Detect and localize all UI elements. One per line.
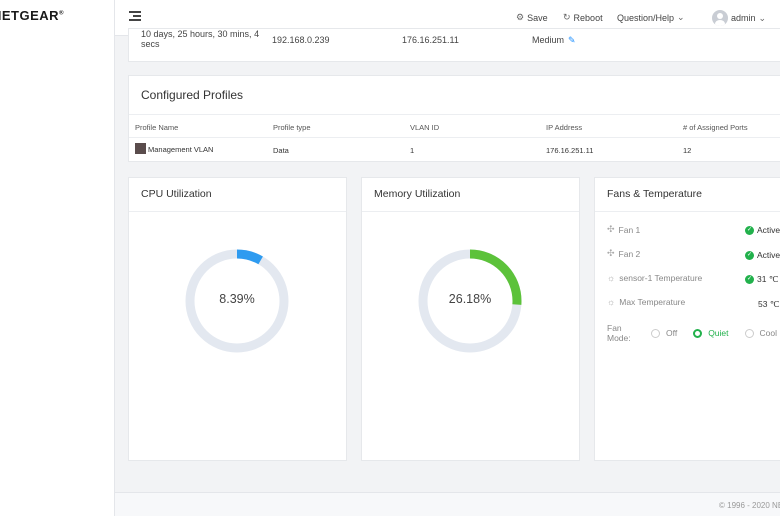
memory-utilization-card: Memory Utilization 26.18%: [361, 177, 580, 461]
cpu-title: CPU Utilization: [141, 188, 212, 200]
fan-mode-off[interactable]: Off: [651, 328, 677, 338]
max-temp-status-text: 53 ℃: [758, 299, 780, 309]
table-row[interactable]: Management VLAN Data 1 176.16.251.11 12: [129, 138, 780, 162]
radio-icon: [651, 328, 660, 338]
reboot-label: Reboot: [573, 12, 603, 23]
max-temp-status: 53 ℃: [758, 299, 779, 310]
avatar: [712, 10, 728, 26]
level-text: Medium: [532, 35, 565, 45]
col-ip-address: IP Address: [546, 123, 583, 132]
col-assigned-ports: # of Assigned Ports: [683, 123, 748, 132]
help-dropdown[interactable]: Question/Help ⌄: [617, 12, 685, 23]
fan-1-row: ✣ Fan 1: [607, 224, 640, 235]
fan-2-row: ✣ Fan 2: [607, 248, 640, 259]
fan-mode-label: Fan Mode:: [607, 323, 631, 343]
col-profile-type: Profile type: [273, 123, 311, 132]
level-value: Medium ✎: [532, 35, 576, 46]
memory-donut-chart: [418, 249, 522, 353]
copyright-text: © 1996 - 2020 NETGEAR: [719, 501, 780, 510]
user-menu[interactable]: admin ⌄: [712, 10, 766, 26]
fan-mode-quiet-label: Quiet: [708, 328, 729, 338]
fan-2-status: ✓ Active: [745, 250, 780, 260]
col-profile-name: Profile Name: [135, 123, 179, 132]
fans-temperature-card: Fans & Temperature ✣ Fan 1 ✓ Active ✣ Fa…: [594, 177, 780, 461]
ip-address-cell: 176.16.251.11: [546, 146, 594, 155]
netgear-logo[interactable]: NETGEAR®: [0, 8, 64, 23]
max-temp-row: ☼ Max Temperature: [607, 297, 685, 307]
configured-profiles-card: Configured Profiles Profile Name Profile…: [128, 75, 780, 162]
fan-2-status-text: Active: [757, 250, 780, 260]
cpu-donut-chart: [185, 249, 289, 353]
reboot-icon: ↻: [563, 12, 571, 22]
memory-ring-value: [418, 249, 522, 353]
vlan-id-cell: 1: [410, 146, 415, 155]
fan-mode-group: Fan Mode: Off Quiet Cool: [607, 323, 780, 343]
radio-selected-icon: [693, 328, 703, 338]
uptime-value: 10 days, 25 hours, 30 mins, 4 secs: [141, 29, 260, 49]
reboot-button[interactable]: ↻ Reboot: [563, 12, 603, 23]
fan-2-label: Fan 2: [618, 248, 641, 259]
fan-1-label: Fan 1: [618, 224, 641, 235]
user-label: admin: [731, 13, 756, 23]
cpu-utilization-card: CPU Utilization 8.39%: [128, 177, 347, 461]
profile-color-swatch: [135, 143, 146, 155]
fan-mode-cool-label: Cool: [759, 328, 777, 338]
menu-toggle-icon[interactable]: [129, 11, 141, 23]
fan-mode-off-label: Off: [666, 328, 678, 338]
divider: [362, 211, 579, 212]
divider: [595, 211, 780, 212]
help-label: Question/Help: [617, 12, 675, 23]
fan-1-status-text: Active: [757, 225, 780, 235]
fan-mode-cool[interactable]: Cool: [744, 328, 777, 338]
profile-type-cell: Data: [273, 146, 289, 155]
ip-value: 192.168.0.239: [272, 35, 330, 45]
profiles-title: Configured Profiles: [141, 88, 244, 102]
fan-mode-quiet[interactable]: Quiet: [693, 328, 729, 338]
radio-icon: [744, 328, 754, 338]
assigned-ports-cell: 12: [683, 146, 692, 155]
max-temp-label: Max Temperature: [619, 297, 686, 307]
footer: © 1996 - 2020 NETGEAR: [115, 492, 780, 516]
sun-icon: ☼: [607, 273, 616, 283]
divider: [129, 211, 346, 212]
profile-name: Management VLAN: [148, 145, 214, 154]
check-circle-icon: ✓: [745, 250, 754, 260]
fan-icon: ✣: [607, 248, 615, 258]
gear-icon: ⚙: [516, 12, 525, 22]
chevron-down-icon: ⌄: [758, 12, 767, 23]
save-button[interactable]: ⚙ Save: [516, 12, 548, 23]
memory-title: Memory Utilization: [374, 188, 461, 200]
sensor-1-status-text: 31 ℃: [757, 274, 779, 284]
cpu-value-label: 8.39%: [219, 292, 255, 306]
sensor-1-label: sensor-1 Temperature: [619, 273, 703, 283]
check-circle-icon: ✓: [745, 225, 754, 235]
sidebar: NETGEAR®: [0, 0, 115, 516]
sensor-1-status: ✓ 31 ℃: [745, 274, 778, 285]
profile-name-cell: Management VLAN: [135, 143, 214, 155]
cpu-ring-value: [185, 249, 289, 353]
edit-icon[interactable]: ✎: [568, 35, 576, 45]
ip-value-2: 176.16.251.11: [402, 35, 459, 45]
sensor-1-row: ☼ sensor-1 Temperature: [607, 273, 702, 283]
check-circle-icon: ✓: [745, 275, 754, 284]
memory-value-label: 26.18%: [448, 292, 492, 306]
device-info-card: 10 days, 25 hours, 30 mins, 4 secs 192.1…: [128, 28, 780, 62]
table-header: Profile Name Profile type VLAN ID IP Add…: [129, 114, 780, 138]
sun-icon: ☼: [607, 297, 616, 307]
fan-1-status: ✓ Active: [745, 225, 780, 235]
save-label: Save: [527, 12, 548, 23]
fans-title: Fans & Temperature: [607, 188, 702, 200]
fan-icon: ✣: [607, 224, 615, 234]
col-vlan-id: VLAN ID: [410, 123, 440, 132]
chevron-down-icon: ⌄: [677, 12, 685, 22]
